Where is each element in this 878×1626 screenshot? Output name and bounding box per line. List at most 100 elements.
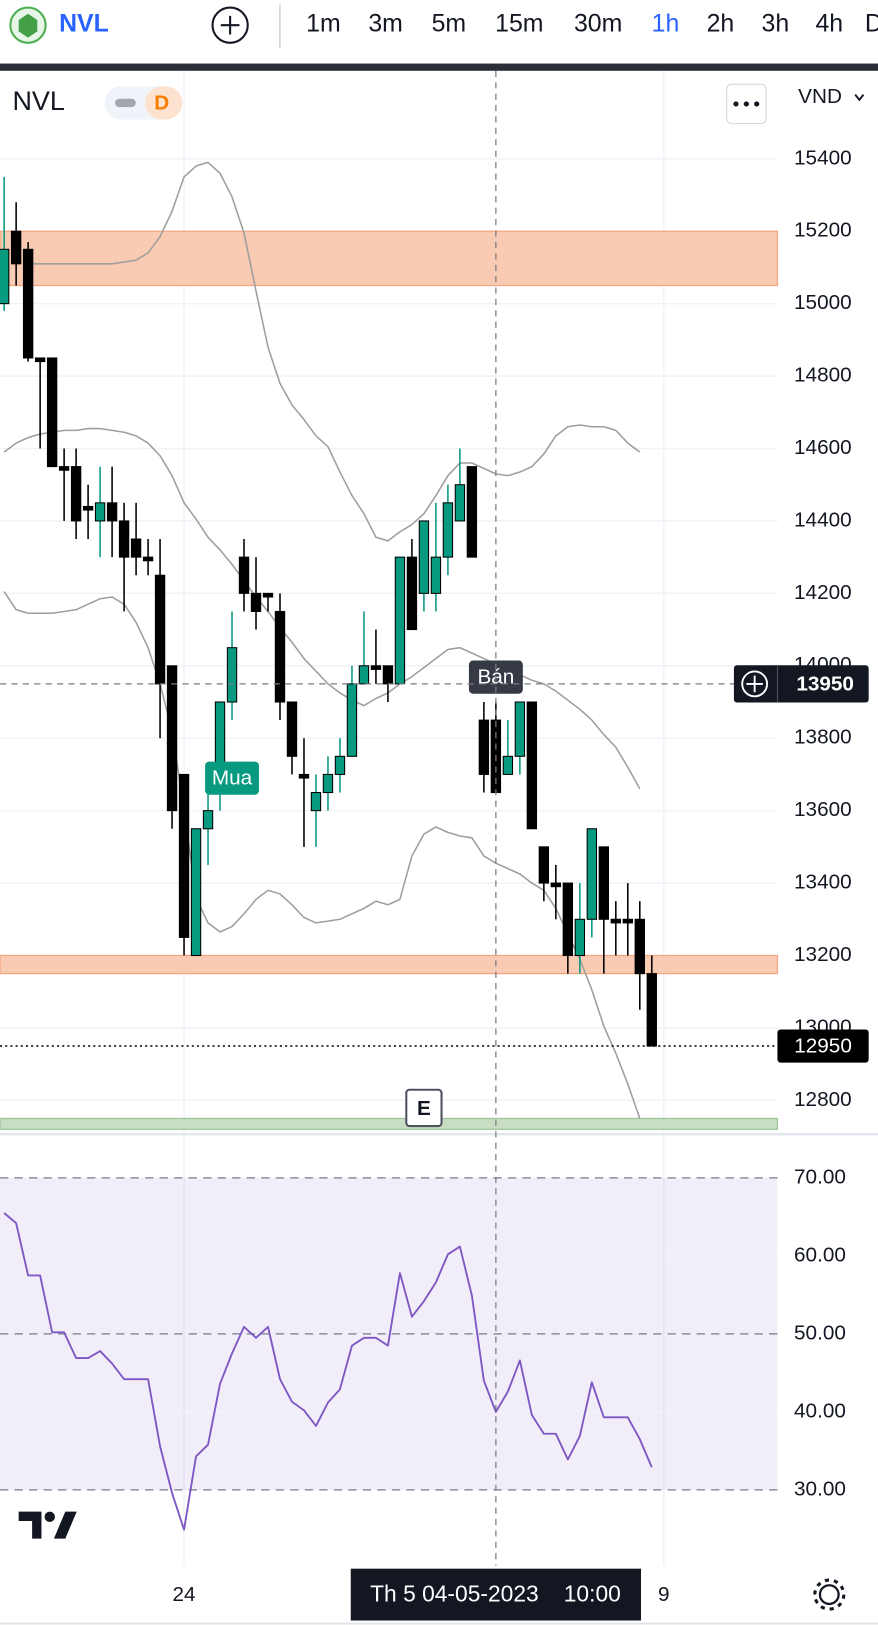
candle-body [22, 248, 34, 359]
crosshair-time: 10:00 [564, 1581, 621, 1607]
band-line [28, 161, 641, 542]
candle-body [574, 918, 586, 957]
candle-body [358, 665, 370, 685]
rsi-tick-label: 70.00 [794, 1165, 846, 1188]
y-tick-label: 14600 [794, 436, 852, 459]
y-tick-label: 14800 [794, 364, 852, 387]
band-line [3, 591, 641, 1119]
crosshair-price-label: 13950 [796, 672, 854, 695]
price-zone [0, 230, 779, 287]
toolbar-border [0, 63, 878, 71]
candle-body [622, 918, 633, 924]
add-alert-button[interactable] [741, 670, 769, 698]
candle-body [142, 556, 154, 562]
legend-symbol: NVL [12, 86, 64, 116]
timeframe[interactable]: 3h [762, 10, 790, 38]
candle-body [562, 882, 574, 957]
candle-body [190, 828, 202, 957]
candle-body [238, 556, 250, 594]
rsi-tick-label: 60.00 [794, 1243, 846, 1266]
last-price-box [777, 1029, 869, 1063]
candle-body [286, 701, 298, 757]
crosshair-time-box [350, 1568, 642, 1621]
event-marker[interactable] [405, 1088, 443, 1128]
dot [754, 101, 760, 107]
y-tick-label: 13200 [794, 943, 852, 966]
y-tick-label: 14400 [794, 508, 852, 531]
candle-body [298, 773, 310, 779]
candle-body [346, 683, 358, 757]
signal-marker[interactable] [205, 761, 259, 795]
candle-body [646, 973, 657, 1047]
y-tick-label: 13400 [794, 871, 852, 894]
candle-body [598, 846, 610, 920]
tv-logo [18, 1511, 77, 1539]
timeframe[interactable]: 2h [707, 10, 735, 38]
candle-body [634, 918, 645, 975]
candle-body [370, 665, 382, 670]
timeframe[interactable]: 3m [368, 10, 403, 38]
price-zone [0, 1117, 779, 1130]
toolbar-symbol[interactable]: NVL [59, 10, 109, 38]
currency-chevron [854, 94, 865, 102]
candle-body [202, 810, 214, 830]
y-tick-label: 15200 [794, 219, 852, 242]
settings-button[interactable] [813, 1578, 846, 1611]
rsi-line [3, 1212, 653, 1531]
candle-body [178, 773, 190, 938]
logo-part [44, 1511, 55, 1523]
logo-part [18, 1511, 42, 1539]
grid: 1280013000132001340013600138001400014200… [0, 70, 852, 1606]
plus-icon [220, 15, 240, 35]
candle-body [478, 719, 490, 775]
status-badge [145, 86, 183, 120]
crosshair-date: Th 5 04-05-2023 [370, 1581, 539, 1607]
candle-body [382, 665, 394, 685]
candle-body [502, 755, 514, 775]
candle-body [58, 466, 70, 471]
candle-body [610, 918, 621, 924]
candle-body [106, 502, 118, 522]
candle-body [550, 882, 562, 888]
candle-body [442, 502, 454, 558]
currency[interactable]: VND [798, 85, 842, 108]
rsi-tick-label: 40.00 [794, 1399, 846, 1422]
timeframe[interactable]: 5m [432, 10, 467, 38]
timeframe[interactable]: D [865, 10, 878, 38]
candle-body [274, 610, 286, 703]
dot [733, 101, 739, 107]
timeframe[interactable]: 15m [495, 10, 543, 38]
candle-body [322, 773, 334, 794]
status-letter: D [154, 91, 169, 114]
plus-icon [746, 675, 763, 693]
band-line [3, 427, 641, 790]
candle-body [250, 592, 262, 612]
candle-body [166, 665, 178, 812]
candle-body [454, 484, 466, 522]
toolbar: NVL [0, 4, 878, 71]
y-tick-label: 15400 [794, 146, 852, 169]
y-tick-label: 15000 [794, 291, 852, 314]
x-tick-label: 9 [658, 1583, 670, 1606]
y-tick-label: 14200 [794, 581, 852, 604]
candle-body [34, 357, 46, 363]
candle-body [586, 828, 598, 920]
timeframe[interactable]: 4h [815, 10, 843, 38]
candle-body [406, 556, 418, 631]
y-tick-label: 13800 [794, 726, 852, 749]
status-dash [115, 98, 136, 108]
y-tick-label: 12800 [794, 1088, 852, 1111]
add-symbol-button[interactable] [211, 6, 249, 44]
timeframe[interactable]: 1m [306, 10, 341, 38]
candle-body [226, 647, 238, 703]
candle-body [10, 230, 22, 265]
timeframe[interactable]: 30m [574, 10, 622, 38]
y-tick-label: 13600 [794, 798, 852, 821]
candle-body [130, 538, 142, 558]
timeframe[interactable]: 1h [652, 10, 680, 38]
candle-body [154, 574, 166, 685]
candle-body [0, 248, 10, 305]
overlay: 1m3m5m15m30m1h2h3h4hDMuaBánE1295013950Th… [0, 10, 878, 1621]
